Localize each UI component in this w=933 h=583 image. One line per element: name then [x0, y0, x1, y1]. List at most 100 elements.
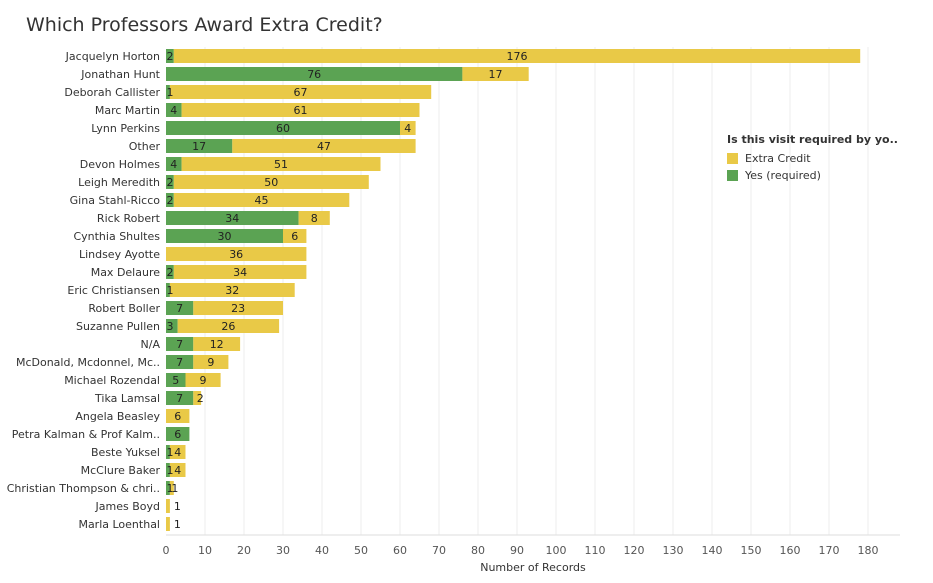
- bar-yes-required: [166, 193, 174, 207]
- bar-yes-required: [166, 463, 170, 477]
- bar-extra-credit: [400, 121, 416, 135]
- x-tick-label: 50: [354, 544, 368, 557]
- data-label-yes-required: 7: [176, 392, 183, 405]
- data-label-yes-required: 2: [167, 176, 174, 189]
- bar-extra-credit: [169, 283, 295, 297]
- bar-yes-required: [166, 319, 178, 333]
- bar-extra-credit: [166, 247, 307, 261]
- legend-label: Yes (required): [745, 169, 821, 182]
- category-label: Jonathan Hunt: [80, 68, 160, 81]
- data-label-yes-required: 30: [218, 230, 232, 243]
- data-label-extra-credit: 45: [255, 194, 269, 207]
- bar-extra-credit: [177, 319, 280, 333]
- data-label-yes-required: 7: [176, 338, 183, 351]
- data-label-extra-credit: 50: [264, 176, 278, 189]
- category-label: N/A: [141, 338, 161, 351]
- data-label-extra-credit: 34: [233, 266, 247, 279]
- category-label: Devon Holmes: [80, 158, 160, 171]
- data-label-extra-credit: 176: [507, 50, 528, 63]
- category-label: Max Delaure: [91, 266, 161, 279]
- category-label: Rick Robert: [97, 212, 161, 225]
- y-axis-labels: Jacquelyn Horton Jonathan Hunt Deborah Cal…: [7, 50, 161, 531]
- data-label-extra-credit: 1: [174, 518, 181, 531]
- category-label: Cynthia Shultes: [73, 230, 160, 243]
- bar-extra-credit: [193, 355, 229, 369]
- legend: Is this visit required by yo.. Extra Cre…: [727, 133, 898, 186]
- category-label: Gina Stahl-Ricco: [70, 194, 161, 207]
- category-label: Angela Beasley: [75, 410, 160, 423]
- x-tick-label: 20: [237, 544, 251, 557]
- bar-extra-credit: [173, 193, 350, 207]
- x-tick-label: 180: [858, 544, 879, 557]
- category-label: Beste Yuksel: [91, 446, 160, 459]
- data-label-extra-credit: 12: [210, 338, 224, 351]
- data-label-yes-required: 4: [170, 104, 177, 117]
- bar-yes-required: [166, 373, 186, 387]
- data-label-extra-credit: 26: [221, 320, 235, 333]
- data-label-yes-required: 1: [167, 284, 174, 297]
- x-tick-label: 0: [163, 544, 170, 557]
- data-label-yes-required: 2: [167, 266, 174, 279]
- bar-yes-required: [166, 157, 182, 171]
- data-label-yes-required: 1: [167, 482, 174, 495]
- x-tick-label: 150: [741, 544, 762, 557]
- category-label: Deborah Callister: [64, 86, 160, 99]
- data-label-yes-required: 3: [167, 320, 174, 333]
- data-label-extra-credit: 6: [174, 410, 181, 423]
- data-label-yes-required: 76: [307, 68, 321, 81]
- category-label: Jacquelyn Horton: [65, 50, 160, 63]
- data-label-extra-credit: 32: [225, 284, 239, 297]
- category-label: Leigh Meredith: [78, 176, 160, 189]
- chart-title: Which Professors Award Extra Credit?: [26, 14, 383, 36]
- category-label: Lindsey Ayotte: [79, 248, 160, 261]
- category-label: McClure Baker: [81, 464, 161, 477]
- bar-extra-credit: [169, 445, 186, 459]
- data-label-extra-credit: 23: [231, 302, 245, 315]
- data-label-yes-required: 2: [167, 194, 174, 207]
- category-label: Christian Thompson & chri..: [7, 482, 160, 495]
- bar-extra-credit: [181, 103, 420, 117]
- bar-yes-required: [166, 103, 182, 117]
- category-label: Tika Lamsal: [94, 392, 160, 405]
- data-label-yes-required: 6: [174, 428, 181, 441]
- data-label-extra-credit: 4: [174, 446, 181, 459]
- data-label-yes-required: 60: [276, 122, 290, 135]
- data-label-extra-credit: 47: [317, 140, 331, 153]
- category-label: Eric Christiansen: [67, 284, 160, 297]
- data-label-extra-credit: 36: [229, 248, 243, 261]
- gridlines: [204, 47, 869, 535]
- legend-item-yes-required[interactable]: Yes (required): [727, 169, 898, 182]
- bar-yes-required: [166, 427, 190, 441]
- x-axis: 0 10 20 30 40 50 60 70 80 90 100 110 120 130 140 150 160…: [163, 534, 900, 557]
- bar-extra-credit: [193, 301, 283, 315]
- category-label: McDonald, Mcdonnel, Mc..: [16, 356, 160, 369]
- bar-extra-credit: [173, 265, 307, 279]
- x-axis-title: Number of Records: [480, 561, 586, 574]
- data-label-extra-credit: 67: [294, 86, 308, 99]
- bar-yes-required: [166, 85, 170, 99]
- bar-yes-required: [166, 121, 400, 135]
- data-label-yes-required: 4: [170, 158, 177, 171]
- data-label-extra-credit: 1: [171, 482, 178, 495]
- bar-yes-required: [166, 337, 194, 351]
- bar-yes-required: [166, 229, 283, 243]
- x-tick-label: 110: [585, 544, 606, 557]
- bar-yes-required: [166, 49, 174, 63]
- category-label: Marla Loenthal: [78, 518, 160, 531]
- bar-yes-required: [166, 301, 194, 315]
- bar-yes-required: [166, 211, 299, 225]
- x-tick-label: 70: [432, 544, 446, 557]
- x-tick-label: 90: [510, 544, 524, 557]
- x-tick-label: 60: [393, 544, 407, 557]
- legend-item-extra-credit[interactable]: Extra Credit: [727, 152, 898, 165]
- bar-extra-credit: [169, 463, 186, 477]
- legend-title: Is this visit required by yo..: [727, 133, 898, 146]
- bar-extra-credit: [181, 157, 381, 171]
- bar-extra-credit: [169, 481, 174, 495]
- bar-extra-credit: [166, 409, 190, 423]
- data-label-extra-credit: 61: [294, 104, 308, 117]
- data-label-extra-credit: 4: [174, 464, 181, 477]
- x-tick-label: 160: [780, 544, 801, 557]
- data-label-yes-required: 7: [176, 356, 183, 369]
